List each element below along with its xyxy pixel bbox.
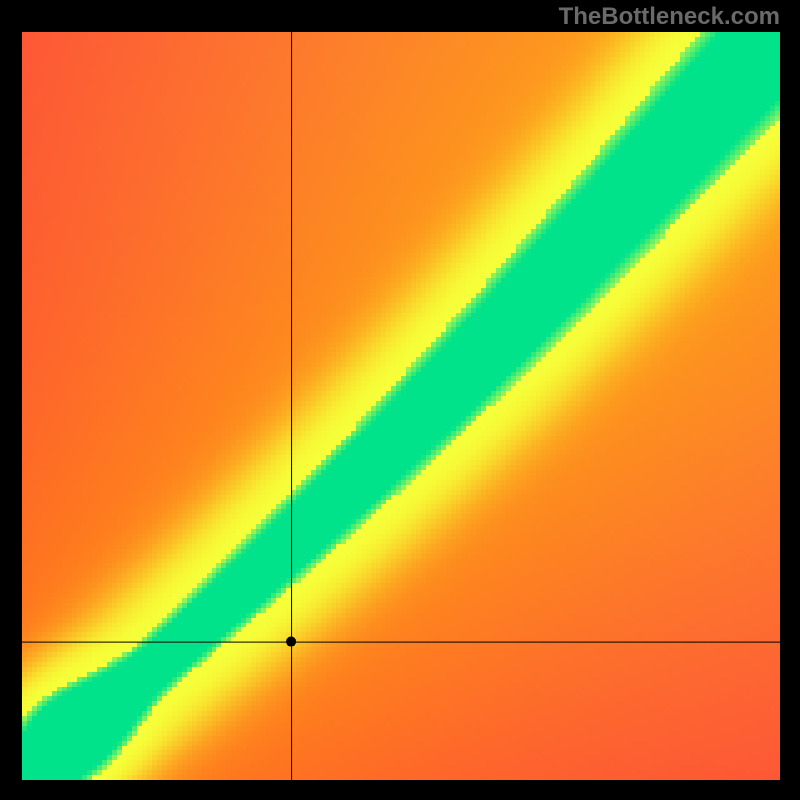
- watermark-text: TheBottleneck.com: [559, 3, 780, 31]
- bottleneck-heatmap: [22, 32, 780, 780]
